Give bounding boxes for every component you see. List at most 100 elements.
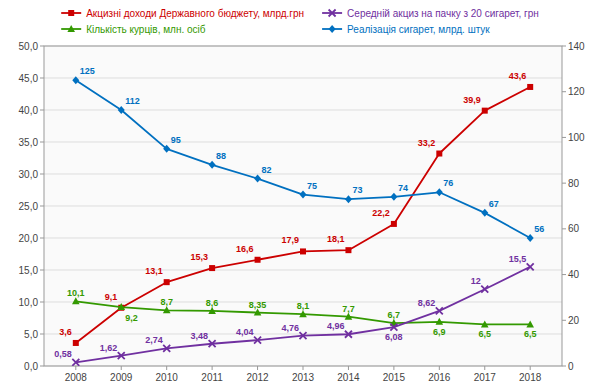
y-axis: 0,05,010,015,020,025,030,035,040,045,050… (19, 41, 44, 372)
x-tick (303, 366, 304, 370)
data-label: 74 (398, 183, 408, 193)
marker (482, 108, 488, 114)
y-tick-label: 20,0 (19, 233, 39, 244)
marker (436, 318, 444, 325)
x-tick-label: 2015 (383, 372, 406, 383)
y-tick-label: 30,0 (19, 169, 39, 180)
data-label: 112 (125, 96, 140, 106)
grid-line (44, 78, 562, 79)
x-tick (257, 366, 258, 370)
marker (72, 76, 79, 84)
x-tick-label: 2016 (428, 372, 451, 383)
marker (209, 265, 215, 271)
marker (300, 191, 307, 199)
y-tick (40, 366, 44, 367)
y-tick (40, 46, 44, 47)
marker (345, 195, 352, 203)
y-tick (40, 302, 44, 303)
marker (481, 209, 488, 217)
legend-marker (329, 10, 336, 17)
legend-item: Реалізація сигарет, млрд. штук (322, 24, 490, 35)
data-label: 73 (352, 185, 362, 195)
marker (481, 320, 489, 327)
series-line (76, 267, 530, 362)
data-labels: 3,69,113,115,316,617,918,122,233,239,943… (54, 66, 544, 359)
marker (300, 248, 306, 254)
y2-tick-label: 40 (568, 269, 580, 280)
data-label: 9,2 (125, 313, 138, 323)
legend-marker (67, 25, 75, 32)
y2-tick (562, 46, 566, 47)
legend-item: Середній акциз на пачку з 20 сигарет, гр… (322, 8, 539, 19)
data-label: 17,9 (281, 235, 299, 245)
x-tick-label: 2008 (65, 372, 88, 383)
x-tick-label: 2018 (519, 372, 542, 383)
y2-tick-label: 80 (568, 178, 580, 189)
marker (436, 151, 442, 157)
marker (481, 286, 488, 293)
data-label: 33,2 (418, 138, 436, 148)
marker (345, 331, 352, 338)
data-label: 9,1 (105, 292, 118, 302)
y2-tick (562, 91, 566, 92)
y-tick-label: 25,0 (19, 201, 39, 212)
x-tick-label: 2013 (292, 372, 315, 383)
marker (117, 303, 125, 310)
data-label: 75 (307, 181, 317, 191)
y2-tick-label: 140 (568, 41, 585, 52)
data-label: 8,62 (418, 298, 436, 308)
y-tick-label: 45,0 (19, 73, 39, 84)
grid-line (44, 238, 562, 239)
data-label: 22,2 (372, 208, 390, 218)
data-label: 43,6 (509, 71, 527, 81)
data-label: 7,7 (342, 304, 355, 314)
x-tick (530, 366, 531, 370)
marker (390, 324, 397, 331)
y-tick (40, 142, 44, 143)
x-tick-label: 2014 (337, 372, 360, 383)
legend-label: Кількість курців, млн. осіб (86, 24, 206, 35)
y-tick-label: 35,0 (19, 137, 39, 148)
x-tick (484, 366, 485, 370)
data-label: 6,9 (433, 327, 446, 337)
marker (118, 106, 125, 114)
marker (436, 188, 443, 196)
data-label: 125 (80, 66, 95, 76)
y-tick (40, 270, 44, 271)
data-label: 13,1 (145, 266, 163, 276)
data-label: 16,6 (236, 244, 254, 254)
y2-tick-label: 0 (568, 361, 574, 372)
y-tick-label: 0,0 (24, 361, 38, 372)
marker (163, 306, 171, 313)
x-tick (393, 366, 394, 370)
marker (345, 247, 351, 253)
series-line (76, 80, 530, 238)
grid (44, 46, 562, 366)
y-tick (40, 78, 44, 79)
marker (299, 310, 307, 317)
y-tick-label: 10,0 (19, 297, 39, 308)
series-line (76, 301, 530, 324)
series (72, 76, 533, 242)
data-label: 8,35 (249, 300, 267, 310)
y-tick (40, 206, 44, 207)
x-tick-label: 2011 (201, 372, 223, 383)
legend-item: Кількість курців, млн. осіб (61, 24, 206, 35)
grid-line (44, 174, 562, 175)
y2-tick (562, 228, 566, 229)
data-label: 3,6 (59, 327, 72, 337)
data-label: 67 (489, 199, 499, 209)
data-label: 8,1 (297, 301, 310, 311)
marker (527, 263, 534, 270)
chart: 0,05,010,015,020,025,030,035,040,045,050… (0, 0, 600, 390)
marker (300, 332, 307, 339)
y2-tick (562, 274, 566, 275)
data-label: 4,96 (327, 321, 345, 331)
marker (527, 234, 534, 242)
x-tick (439, 366, 440, 370)
marker (163, 145, 170, 153)
legend-label: Реалізація сигарет, млрд. штук (347, 24, 490, 35)
marker (390, 193, 397, 201)
y2-tick (562, 137, 566, 138)
marker (209, 161, 216, 169)
